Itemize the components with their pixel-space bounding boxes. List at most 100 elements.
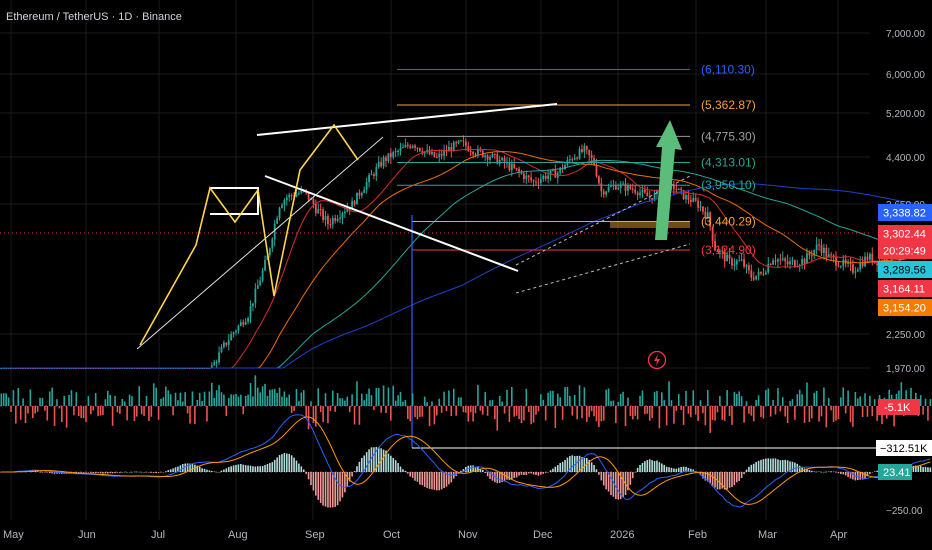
osc-histogram-bar	[307, 472, 310, 480]
candle-body	[581, 149, 583, 152]
candle-body	[385, 157, 387, 161]
candle-body	[781, 258, 784, 260]
candle-body	[743, 259, 745, 267]
osc-histogram-bar	[85, 472, 87, 473]
osc-histogram-bar	[276, 457, 278, 472]
candle-body	[503, 158, 506, 164]
volume-axis-badge	[878, 399, 920, 415]
volume-bar	[798, 389, 801, 406]
osc-value-label: 23.41	[883, 467, 911, 479]
candle-body	[397, 150, 399, 152]
volume-bar	[44, 406, 46, 411]
volume-bar	[699, 400, 702, 406]
volume-bar	[322, 406, 324, 423]
volume-bar	[179, 392, 182, 406]
osc-histogram-bar	[484, 472, 486, 474]
candle-body	[527, 175, 530, 178]
candle-body	[755, 275, 758, 280]
time-tick-label: Feb	[688, 529, 707, 541]
volume-bar	[261, 386, 264, 406]
osc-histogram-bar	[612, 472, 615, 497]
volume-bar	[421, 406, 424, 417]
candle-body	[256, 285, 259, 289]
volume-bar	[358, 406, 361, 425]
volume-bar	[489, 400, 491, 406]
candle-body	[370, 174, 373, 176]
volume-bar	[772, 399, 774, 406]
candle-body	[411, 145, 414, 148]
candle-body	[576, 157, 579, 159]
trend-lines	[136, 103, 691, 350]
volume-bar	[433, 406, 436, 425]
osc-histogram-bar	[791, 461, 794, 472]
osc-histogram-bar	[145, 472, 148, 473]
candle-body	[235, 330, 237, 333]
volume-bar	[363, 400, 366, 406]
osc-histogram-bar	[530, 472, 532, 474]
volume-bar	[549, 390, 552, 406]
volume-bar	[264, 383, 266, 406]
volume-bar	[90, 406, 92, 415]
osc-histogram-bar	[663, 464, 666, 472]
candle-body	[682, 190, 685, 200]
volume-bar	[145, 395, 148, 406]
level-label: (4,775.30)	[701, 129, 756, 143]
volume-bar	[106, 390, 109, 406]
volume-bar	[46, 406, 49, 421]
volume-bar	[719, 395, 721, 406]
candle-body	[847, 262, 849, 264]
rising-support-line	[136, 136, 384, 350]
volume-bar	[85, 406, 87, 422]
osc-histogram-bar	[535, 472, 537, 475]
price-tick-label: 2,250.00	[886, 330, 925, 341]
osc-histogram-bar	[44, 472, 46, 473]
osc-histogram-bar	[755, 461, 757, 472]
candle-body	[689, 199, 692, 202]
price-badge-text: 3,302.44	[883, 229, 926, 241]
volume-bar	[540, 394, 542, 406]
osc-histogram-bar	[90, 472, 92, 473]
candle-body	[532, 180, 535, 182]
candle-body	[498, 160, 501, 164]
osc-histogram-bar	[721, 472, 724, 489]
volume-bar	[491, 399, 494, 406]
osc-histogram-bar	[820, 471, 823, 473]
candle-body	[223, 342, 225, 348]
osc-histogram-bar	[319, 472, 322, 503]
osc-histogram-bar	[832, 471, 835, 473]
candle-body	[605, 191, 608, 195]
osc-histogram-bar	[244, 465, 247, 472]
osc-histogram-bar	[598, 472, 600, 475]
osc-histogram-bar	[203, 468, 206, 472]
osc-histogram-bar	[798, 465, 801, 472]
volume-bar	[670, 400, 673, 406]
time-axis: May Jun Jul Aug Sep Oct Nov Dec 2026 Feb Mar Apr	[3, 529, 847, 541]
candle-body	[653, 193, 656, 201]
osc-histogram-bar	[399, 466, 402, 472]
candle-body	[777, 259, 779, 262]
osc-histogram-bar	[436, 472, 438, 491]
candle-body	[283, 200, 286, 206]
volume-bar	[506, 389, 508, 406]
osc-histogram-bar	[513, 472, 516, 478]
candle-body	[607, 186, 610, 192]
candle-body	[699, 206, 702, 208]
osc-histogram-bar	[752, 463, 755, 472]
osc-histogram-bar	[252, 466, 254, 472]
osc-histogram-bar	[927, 467, 929, 472]
osc-histogram-bar	[661, 463, 663, 472]
candle-body	[520, 171, 523, 174]
osc-histogram-bar	[922, 467, 924, 472]
volume-bar	[830, 406, 832, 411]
volume-bar	[266, 395, 269, 406]
osc-histogram-bar	[544, 472, 547, 473]
candle-body	[692, 197, 695, 202]
candle-body	[721, 250, 724, 252]
volume-bar	[61, 406, 63, 422]
candle-body	[617, 187, 620, 190]
volume-bar	[656, 390, 658, 406]
osc-histogram-bar	[503, 472, 506, 481]
price-badge-bg	[878, 299, 932, 316]
osc-histogram-bar	[518, 472, 520, 476]
